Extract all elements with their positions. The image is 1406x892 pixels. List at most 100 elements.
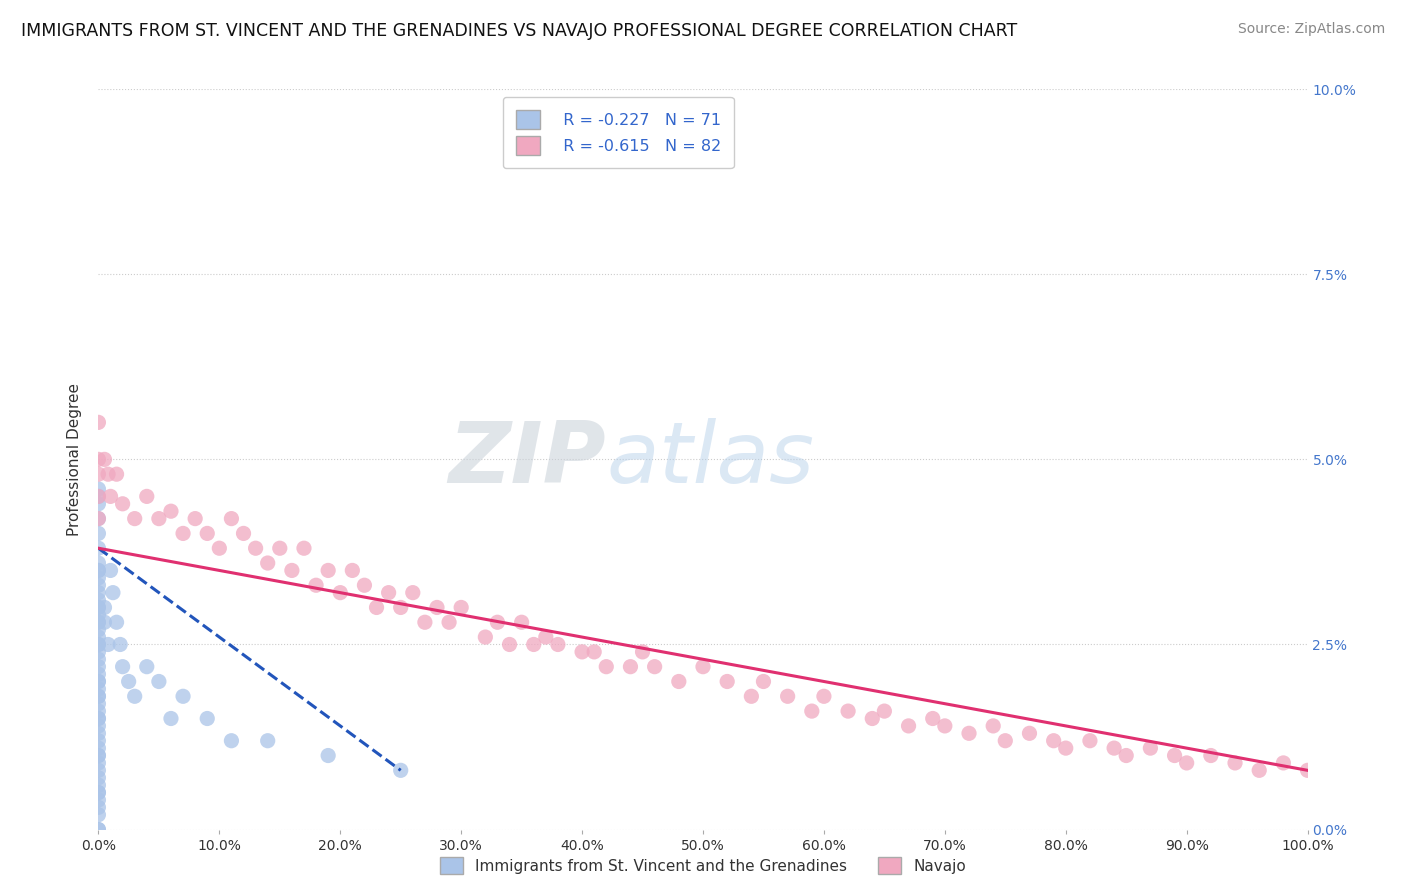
Point xyxy=(87,807,110,822)
Point xyxy=(87,704,110,718)
Point xyxy=(305,578,328,592)
Point xyxy=(316,564,339,578)
Point xyxy=(221,733,243,747)
Point xyxy=(873,704,896,718)
Point xyxy=(450,600,472,615)
Point xyxy=(547,637,569,651)
Point xyxy=(631,645,654,659)
Legend:   R = -0.227   N = 71,   R = -0.615   N = 82: R = -0.227 N = 71, R = -0.615 N = 82 xyxy=(503,97,734,168)
Point xyxy=(1163,748,1185,763)
Point xyxy=(87,652,110,666)
Point xyxy=(87,659,110,673)
Point xyxy=(1115,748,1137,763)
Point xyxy=(135,489,157,503)
Point xyxy=(87,564,110,578)
Point xyxy=(981,719,1004,733)
Legend: Immigrants from St. Vincent and the Grenadines, Navajo: Immigrants from St. Vincent and the Gren… xyxy=(434,851,972,880)
Text: Source: ZipAtlas.com: Source: ZipAtlas.com xyxy=(1237,22,1385,37)
Point xyxy=(921,712,943,726)
Point xyxy=(87,712,110,726)
Point xyxy=(108,637,131,651)
Point xyxy=(87,578,110,592)
Point xyxy=(644,659,666,673)
Point xyxy=(87,793,110,807)
Point xyxy=(800,704,823,718)
Point xyxy=(269,541,291,556)
Point xyxy=(87,600,110,615)
Point xyxy=(534,630,557,644)
Point xyxy=(87,690,110,704)
Text: ZIP: ZIP xyxy=(449,417,606,501)
Point xyxy=(87,681,110,696)
Point xyxy=(87,593,110,607)
Point xyxy=(105,467,128,482)
Point xyxy=(87,600,110,615)
Point xyxy=(93,452,115,467)
Point xyxy=(87,452,110,467)
Point xyxy=(281,564,304,578)
Point xyxy=(426,600,449,615)
Point xyxy=(510,615,533,630)
Point xyxy=(571,645,593,659)
Point xyxy=(256,556,278,570)
Point xyxy=(1054,741,1077,756)
Point xyxy=(1296,764,1319,778)
Point xyxy=(87,571,110,585)
Point xyxy=(208,541,231,556)
Point xyxy=(752,674,775,689)
Point xyxy=(413,615,436,630)
Point xyxy=(1042,733,1064,747)
Point xyxy=(87,556,110,570)
Point xyxy=(87,607,110,622)
Point xyxy=(523,637,546,651)
Point xyxy=(292,541,315,556)
Point xyxy=(195,526,218,541)
Point xyxy=(135,659,157,673)
Point xyxy=(87,822,110,837)
Point xyxy=(1199,748,1222,763)
Point xyxy=(87,786,110,800)
Point xyxy=(716,674,738,689)
Point xyxy=(437,615,460,630)
Point xyxy=(97,637,120,651)
Point xyxy=(105,615,128,630)
Point xyxy=(668,674,690,689)
Point xyxy=(87,489,110,503)
Point xyxy=(87,748,110,763)
Point xyxy=(342,564,364,578)
Point xyxy=(87,615,110,630)
Point xyxy=(111,497,134,511)
Point xyxy=(87,564,110,578)
Text: IMMIGRANTS FROM ST. VINCENT AND THE GRENADINES VS NAVAJO PROFESSIONAL DEGREE COR: IMMIGRANTS FROM ST. VINCENT AND THE GREN… xyxy=(21,22,1018,40)
Point xyxy=(87,800,110,814)
Point xyxy=(1272,756,1295,770)
Point xyxy=(87,645,110,659)
Point xyxy=(184,511,207,525)
Point xyxy=(148,674,170,689)
Point xyxy=(87,511,110,525)
Point xyxy=(402,585,425,599)
Point xyxy=(148,511,170,525)
Point xyxy=(87,415,110,429)
Point xyxy=(87,697,110,711)
Point xyxy=(160,712,183,726)
Point xyxy=(87,778,110,792)
Point xyxy=(195,712,218,726)
Point xyxy=(776,690,799,704)
Point xyxy=(124,511,146,525)
Point xyxy=(316,748,339,763)
Point xyxy=(1102,741,1125,756)
Y-axis label: Professional Degree: Professional Degree xyxy=(67,383,83,536)
Point xyxy=(87,637,110,651)
Point xyxy=(329,585,352,599)
Point xyxy=(87,615,110,630)
Point xyxy=(87,674,110,689)
Point xyxy=(87,748,110,763)
Point xyxy=(160,504,183,518)
Point xyxy=(87,674,110,689)
Point xyxy=(813,690,835,704)
Point xyxy=(87,771,110,785)
Point xyxy=(232,526,254,541)
Point xyxy=(87,467,110,482)
Point xyxy=(87,497,110,511)
